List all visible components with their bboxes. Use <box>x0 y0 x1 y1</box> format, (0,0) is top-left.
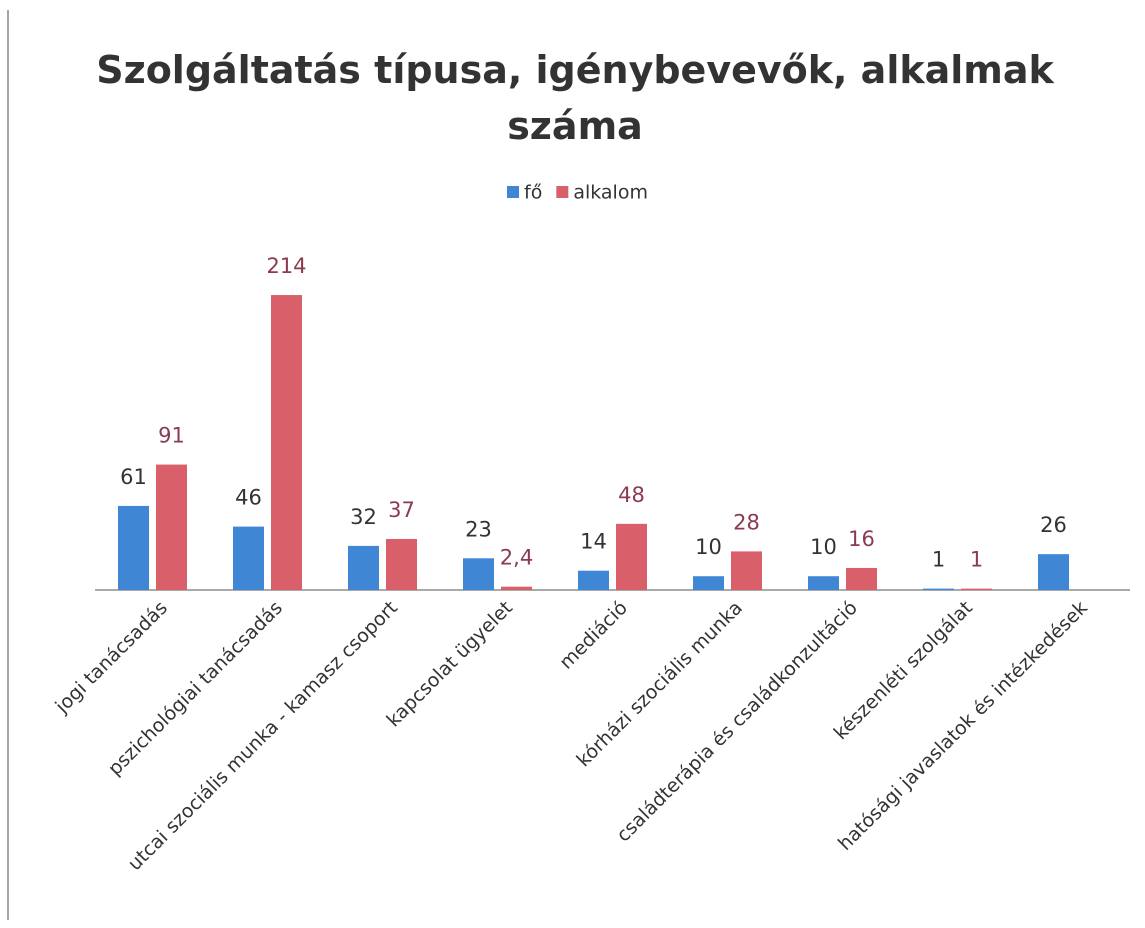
bar <box>386 539 417 590</box>
title-line: Szolgáltatás típusa, igénybevevők, alkal… <box>96 48 1054 92</box>
bar <box>233 526 264 590</box>
x-tick-label: hatósági javaslatok és intézkedések <box>834 597 1092 855</box>
bar <box>1038 554 1069 590</box>
data-label: 37 <box>388 498 415 522</box>
bar <box>501 586 532 590</box>
bar <box>693 576 724 590</box>
bar <box>463 558 494 590</box>
data-label: 26 <box>1040 513 1067 537</box>
data-label: 32 <box>350 505 377 529</box>
data-label: 16 <box>848 527 875 551</box>
legend-swatch <box>507 186 519 198</box>
bar <box>616 523 647 590</box>
data-label: 48 <box>618 483 645 507</box>
x-tick-label: mediáció <box>555 597 632 674</box>
bar <box>156 464 187 590</box>
bar <box>923 588 954 590</box>
data-label: 10 <box>695 535 722 559</box>
data-label: 1 <box>932 548 945 572</box>
bar <box>118 505 149 590</box>
bar <box>271 295 302 590</box>
x-tick-label: jogi tanácsadás <box>51 597 172 718</box>
legend-label: fő <box>524 182 542 204</box>
title-line: száma <box>507 104 643 148</box>
bar <box>961 588 992 590</box>
bar <box>846 567 877 590</box>
data-label: 61 <box>120 465 147 489</box>
data-label: 214 <box>266 254 306 278</box>
x-tick-label: családterápia és családkonzultáció <box>612 597 862 847</box>
x-tick-label: kapcsolat ügyelet <box>382 597 517 732</box>
bar <box>348 545 379 590</box>
data-label: 14 <box>580 530 607 554</box>
data-label: 23 <box>465 517 492 541</box>
data-label: 91 <box>158 424 185 448</box>
data-label: 46 <box>235 486 262 510</box>
bar <box>731 551 762 590</box>
legend-swatch <box>556 186 569 198</box>
chart-title: Szolgáltatás típusa, igénybevevők, alkal… <box>96 48 1054 148</box>
bar <box>578 570 609 590</box>
x-tick-label: utcai szociális munka - kamasz csoport <box>124 597 402 875</box>
data-label: 10 <box>810 535 837 559</box>
legend-label: alkalom <box>573 182 648 204</box>
bar <box>808 576 839 590</box>
data-label: 1 <box>970 548 983 572</box>
data-label: 2,4 <box>500 546 533 570</box>
data-label: 28 <box>733 510 760 534</box>
